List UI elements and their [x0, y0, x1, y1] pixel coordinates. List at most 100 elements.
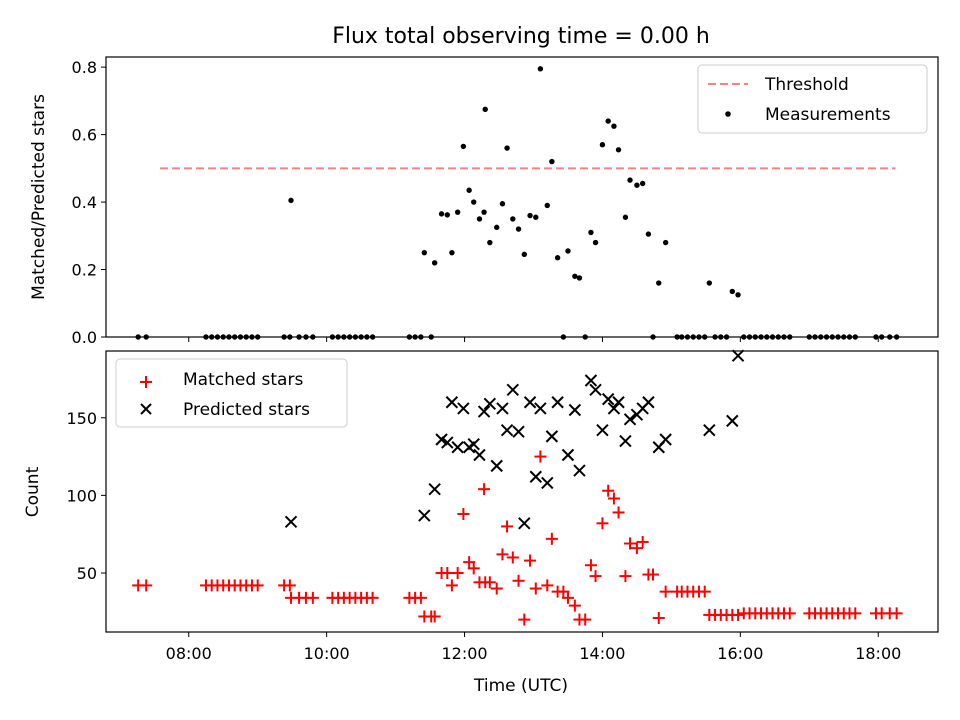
measurement-point	[729, 288, 735, 295]
predicted-star-point	[483, 397, 497, 410]
top-y-tick-label: 0.4	[72, 193, 97, 212]
matched-star-point	[659, 585, 672, 598]
matched-star-point	[545, 532, 558, 545]
threshold-legend-label: Threshold	[764, 75, 849, 95]
x-axis-label: Time (UTC)	[473, 676, 568, 696]
matched-star-point	[428, 610, 441, 623]
matched-star-point	[506, 551, 519, 564]
measurement-point	[533, 214, 539, 220]
measurement-point	[487, 239, 493, 246]
measurement-point	[544, 202, 550, 209]
predicted-star-point	[445, 396, 459, 409]
predicted-star-point	[607, 402, 621, 415]
x-tick-label: 08:00	[166, 644, 212, 663]
measurement-point	[537, 66, 544, 72]
measurement-point	[494, 224, 500, 231]
predicted-star-point	[451, 441, 464, 454]
x-tick-label: 18:00	[855, 644, 901, 663]
predicted-star-point	[467, 437, 480, 451]
measurement-point	[605, 118, 611, 124]
matched-star-point	[561, 591, 574, 604]
matched-star-point	[557, 585, 570, 598]
predicted-star-point	[659, 433, 672, 446]
matched-star-point	[478, 483, 491, 496]
matched-star-point	[849, 607, 862, 620]
matched-star-point	[596, 517, 609, 530]
measurement-point	[576, 275, 583, 281]
matched-star-point	[612, 506, 625, 519]
matched-legend-label: Matched stars	[183, 370, 303, 390]
predicted-star-point	[726, 414, 739, 428]
measurement-point	[521, 251, 527, 258]
predicted-star-point	[545, 430, 559, 443]
predicted-star-point	[541, 476, 554, 490]
matched-star-point	[496, 548, 509, 561]
measurement-point	[645, 231, 652, 237]
x-tick-label: 12:00	[441, 644, 487, 663]
measurement-point	[527, 212, 533, 219]
measurement-point	[449, 249, 455, 256]
measurement-point	[554, 255, 561, 261]
matched-star-point	[524, 554, 537, 567]
bottom-y-axis-label: Count	[23, 466, 43, 517]
bottom-y-tick-label: 100	[66, 486, 97, 505]
matched-star-point	[568, 599, 581, 612]
predicted-star-point	[623, 413, 637, 426]
predicted-star-point	[518, 517, 531, 530]
matched-star-point	[541, 579, 554, 592]
predicted-star-point	[601, 392, 615, 406]
matched-star-point	[589, 570, 602, 583]
matched-star-point	[414, 591, 427, 604]
measurement-point	[460, 143, 467, 150]
matched-star-point	[467, 562, 480, 575]
predicted-star-point	[512, 425, 525, 438]
top-panel: 0.00.20.40.60.8 Matched/Predicted stars …	[29, 56, 939, 347]
predicted-star-point	[619, 434, 632, 448]
measurement-point	[639, 180, 646, 187]
measurement-point	[565, 248, 571, 254]
top-axes-frame	[105, 56, 939, 338]
predicted-star-point	[284, 515, 298, 528]
predicted-star-point	[473, 448, 486, 462]
top-y-tick-label: 0.0	[72, 328, 97, 347]
measurement-point	[615, 147, 622, 153]
measurement-point	[431, 260, 438, 266]
top-legend: Threshold Measurements	[697, 64, 928, 134]
measurement-point	[476, 216, 483, 222]
top-y-tick-label: 0.2	[72, 261, 97, 280]
measurement-point	[499, 201, 506, 207]
measurement-point	[482, 106, 488, 112]
matched-star-point	[483, 576, 496, 589]
predicted-star-point	[496, 402, 509, 415]
bottom-data-marks	[132, 349, 903, 626]
measurements-legend-swatch	[725, 111, 731, 117]
measurement-point	[438, 211, 445, 217]
measurement-point	[444, 212, 451, 218]
predicted-star-point	[418, 509, 431, 522]
measurement-point	[611, 123, 617, 129]
predicted-star-point	[490, 459, 503, 473]
measurement-point	[588, 229, 594, 236]
bottom-y-tick-label: 50	[77, 564, 97, 583]
matched-star-point	[607, 492, 620, 505]
bottom-y-tick-label: 150	[66, 409, 97, 428]
predicted-star-point	[441, 436, 454, 449]
matched-star-point	[732, 608, 745, 621]
predicted-star-point	[596, 423, 609, 437]
predicted-star-point	[612, 396, 625, 409]
matched-star-point	[619, 570, 632, 583]
measurement-point	[627, 177, 633, 183]
measurement-point	[288, 197, 294, 204]
matched-star-point	[140, 579, 153, 592]
matched-star-point	[624, 537, 637, 550]
top-legend-box	[697, 64, 928, 134]
predicted-star-point	[435, 433, 448, 446]
bottom-legend-box	[115, 358, 348, 428]
bottom-y-ticks: 50 100 150	[66, 409, 106, 583]
measurement-point	[504, 145, 510, 151]
matched-star-point	[647, 568, 660, 581]
measurement-point	[454, 209, 461, 215]
predicted-star-point	[573, 464, 586, 477]
matched-star-point	[512, 574, 525, 587]
matched-star-point	[441, 567, 454, 580]
